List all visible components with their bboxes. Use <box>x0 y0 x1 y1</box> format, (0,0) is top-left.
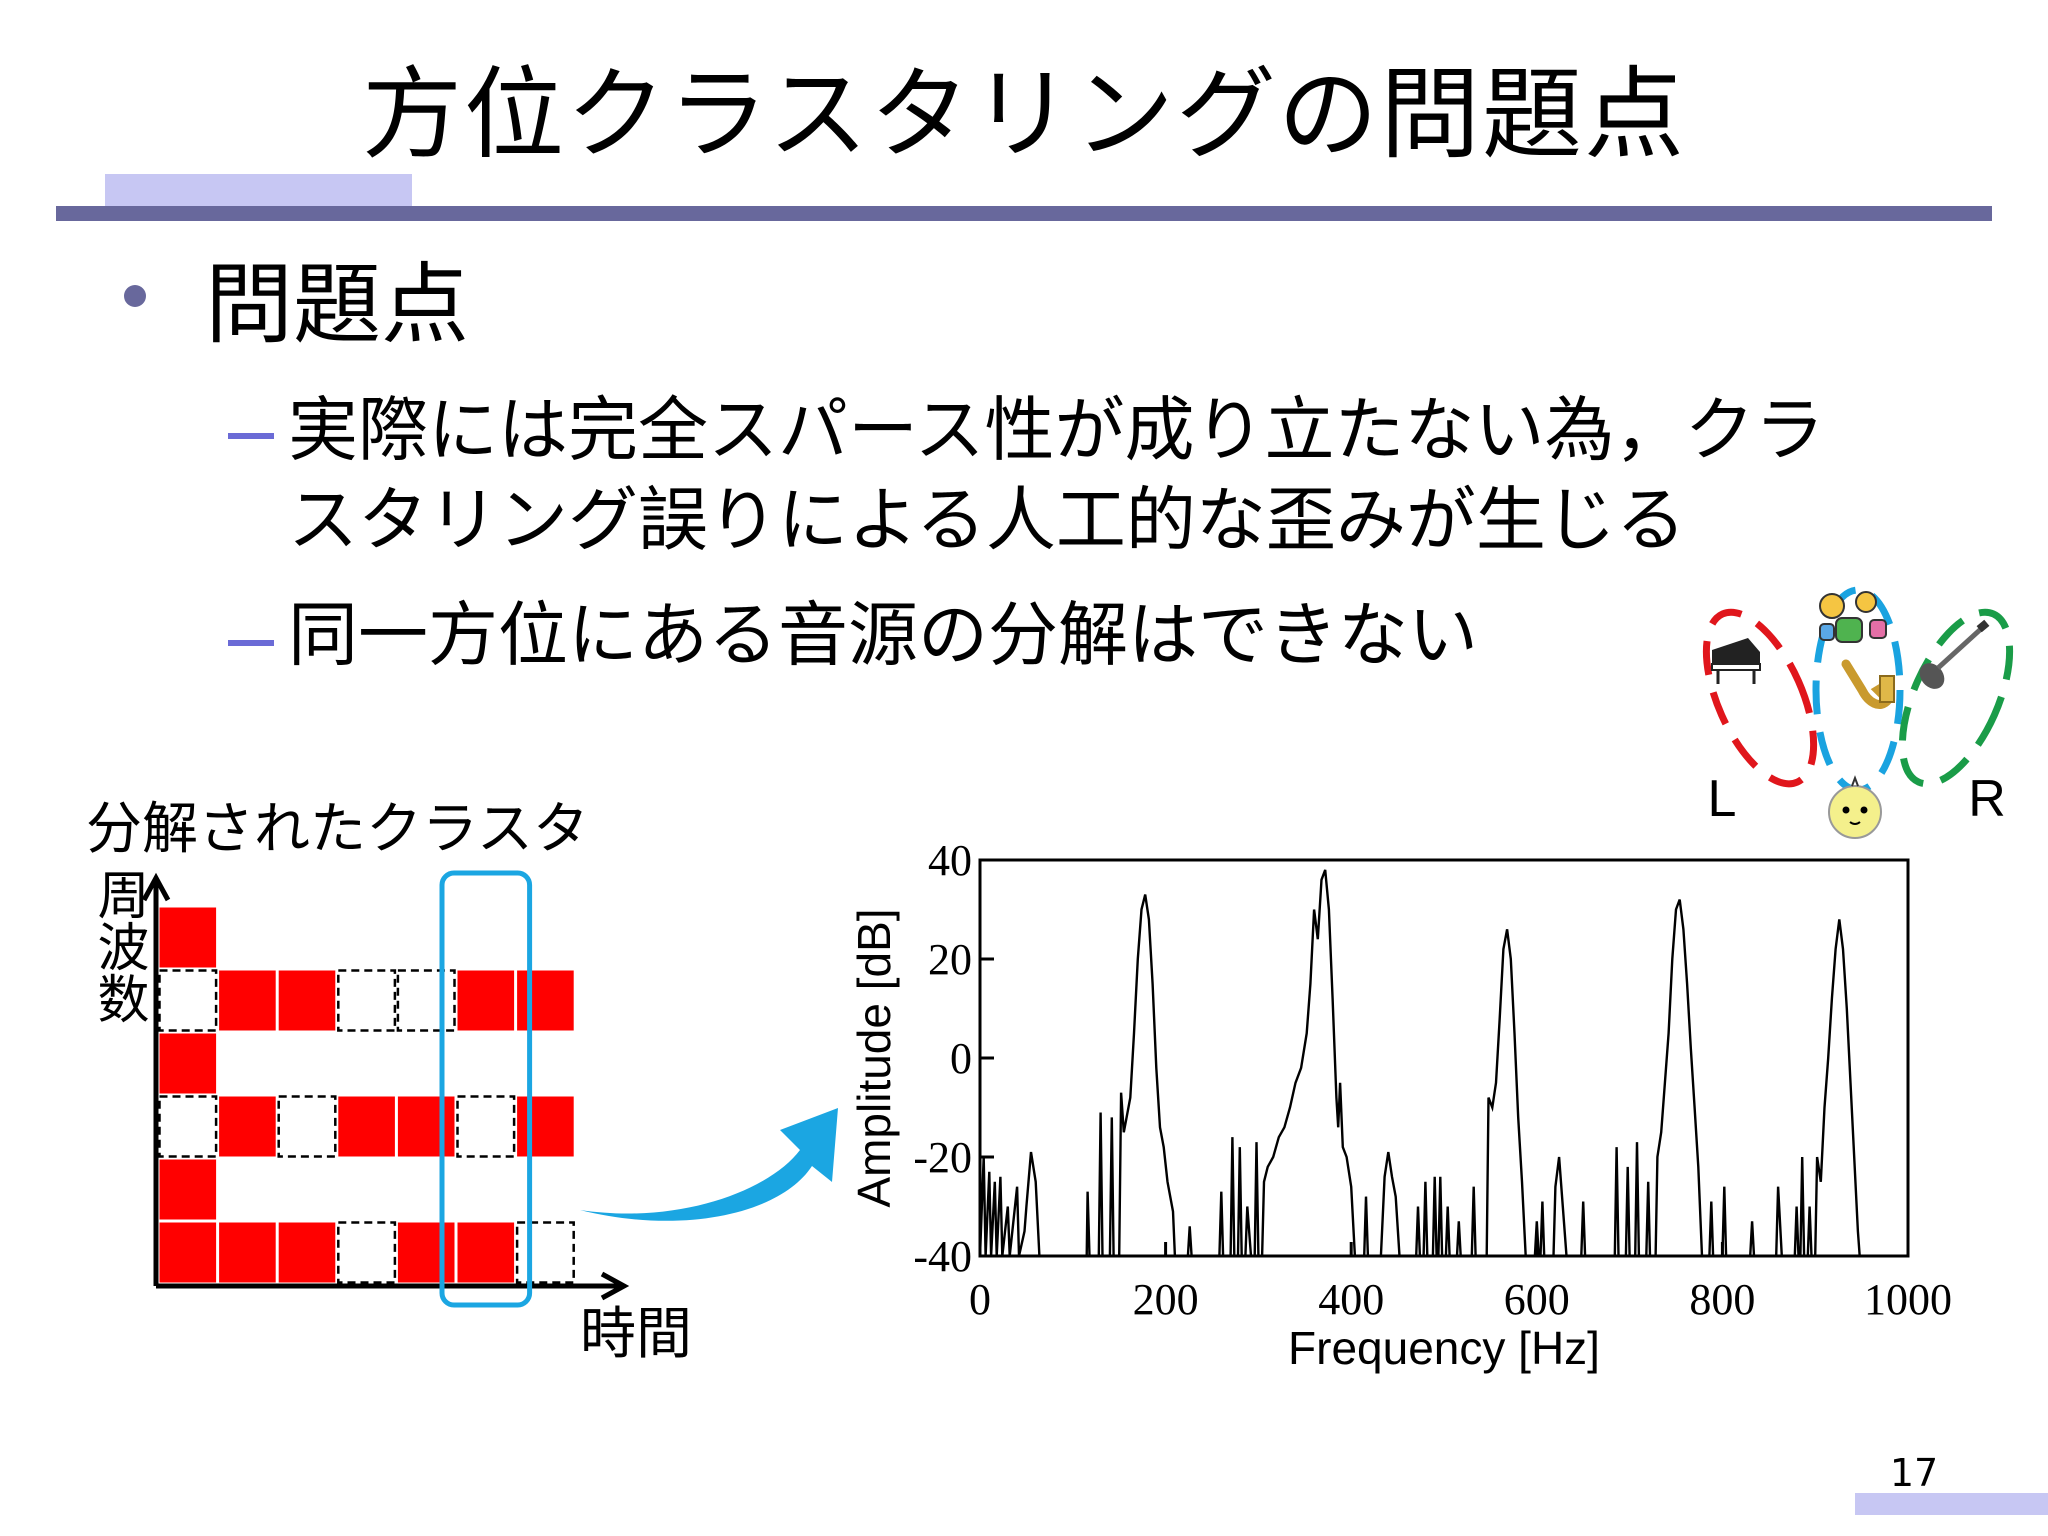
title-accent-bar <box>105 174 412 207</box>
empty-cell <box>158 1095 218 1158</box>
filled-cell <box>278 1222 336 1283</box>
x-tick-label: 600 <box>1504 1275 1570 1324</box>
x-tick-label: 400 <box>1318 1275 1384 1324</box>
y-tick-label: -40 <box>913 1232 972 1281</box>
page-accent-bar <box>1855 1493 2048 1515</box>
empty-cell <box>396 969 456 1032</box>
filled-cell <box>397 1222 455 1283</box>
x-tick-label: 200 <box>1133 1275 1199 1324</box>
left-label: L <box>1708 770 1737 828</box>
bullet-heading: 問題点 <box>205 253 470 356</box>
guitar-icon <box>1919 619 1990 689</box>
y-tick-group: 40 20 0 -20 -40 <box>913 836 994 1281</box>
sub-item-2-line-1: 同一方位にある音源の分解はできない <box>288 594 1478 676</box>
drums-icon <box>1819 591 1887 643</box>
empty-cell <box>456 1095 516 1158</box>
empty-cell <box>337 969 397 1032</box>
y-tick-label: -20 <box>913 1133 972 1182</box>
slide-title: 方位クラスタリングの問題点 <box>362 56 1686 173</box>
cluster-figure-title: 分解されたクラスタ <box>86 797 589 862</box>
filled-cell <box>159 1222 217 1283</box>
dash-icon <box>228 433 274 439</box>
page-number: 17 <box>1889 1451 1939 1495</box>
empty-cell <box>337 1221 397 1284</box>
filled-cell <box>219 1096 276 1157</box>
filled-cell <box>278 970 336 1031</box>
sub-item-1-line-2: スタリング誤りによる人工的な歪みが生じる <box>288 479 1686 561</box>
cluster-y-axis-arrow-icon <box>141 872 171 902</box>
saxophone-icon <box>1841 659 1895 709</box>
y-axis-label: Amplitude [dB] <box>848 908 900 1207</box>
dash-icon <box>228 640 274 646</box>
cluster-highlight-frame <box>439 870 533 1308</box>
left-cluster-ellipse <box>1702 608 1818 788</box>
cluster-x-label: 時間 <box>580 1302 692 1367</box>
spectrum-series-line <box>978 869 1861 1258</box>
right-cluster-ellipse <box>1898 608 2014 788</box>
filled-cell <box>159 907 217 968</box>
empty-cell <box>515 1221 575 1284</box>
filled-cell <box>457 970 515 1031</box>
empty-cell <box>158 969 218 1032</box>
instruments-figure: L R <box>1702 586 2014 839</box>
title-underline <box>56 206 1992 221</box>
filled-cell <box>219 970 276 1031</box>
cluster-x-axis-arrow-icon <box>600 1271 630 1301</box>
y-tick-label: 40 <box>928 836 972 885</box>
piano-icon <box>1711 638 1761 684</box>
filled-cell <box>219 1222 276 1283</box>
bullet-dot-icon <box>124 285 146 307</box>
filled-cell <box>397 1096 455 1157</box>
sub-item-1-line-1: 実際には完全スパース性が成り立たない為，クラ <box>288 389 1825 471</box>
filled-cell <box>159 1033 217 1094</box>
filled-cell <box>338 1096 395 1157</box>
cluster-y-label: 周波数 <box>88 868 148 1024</box>
listener-icon <box>1828 775 1882 839</box>
y-tick-label: 0 <box>950 1034 972 1083</box>
empty-cell <box>277 1095 337 1158</box>
plot-frame <box>978 858 1910 1258</box>
x-tick-group: 0 200 400 600 800 1000 <box>969 1242 1952 1324</box>
cluster-grid <box>158 907 575 1284</box>
x-tick-label: 1000 <box>1864 1275 1952 1324</box>
y-tick-label: 20 <box>928 935 972 984</box>
right-label: R <box>1968 770 2006 828</box>
curved-arrow-icon <box>580 1108 838 1221</box>
filled-cell <box>517 970 574 1031</box>
x-tick-label: 800 <box>1689 1275 1755 1324</box>
filled-cell <box>159 1159 217 1220</box>
filled-cell <box>457 1222 515 1283</box>
filled-cell <box>517 1096 574 1157</box>
x-tick-label: 0 <box>969 1275 991 1324</box>
x-axis-label: Frequency [Hz] <box>1288 1322 1600 1374</box>
